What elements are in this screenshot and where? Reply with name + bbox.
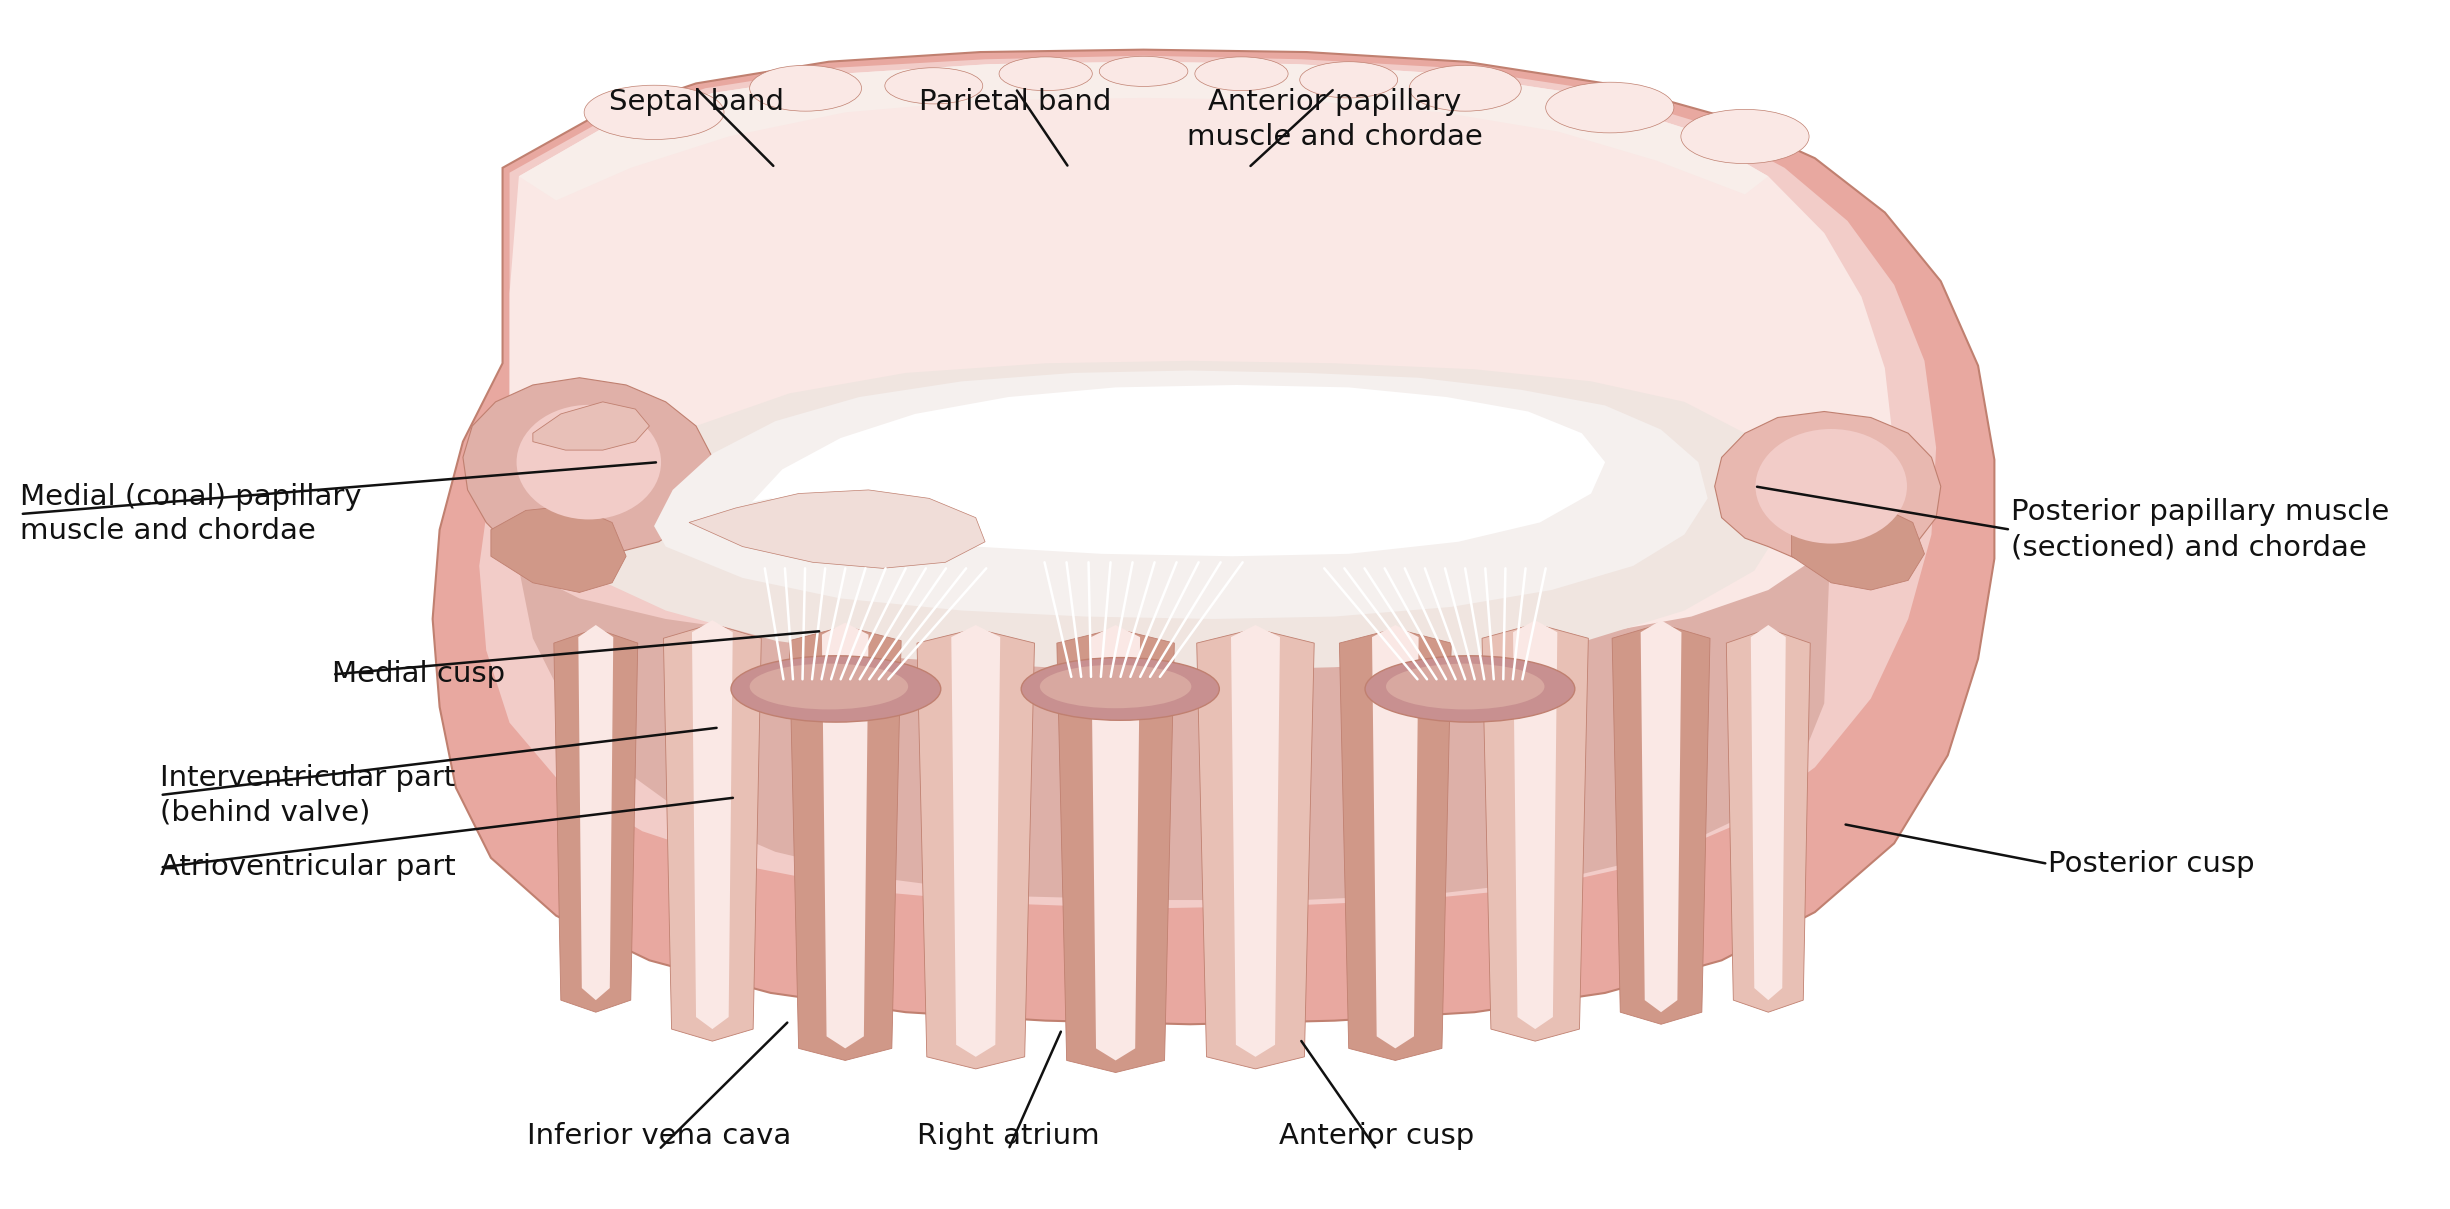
Polygon shape bbox=[1230, 625, 1279, 1057]
Polygon shape bbox=[519, 522, 1830, 899]
Ellipse shape bbox=[1022, 658, 1220, 721]
Text: Medial cusp: Medial cusp bbox=[333, 660, 505, 688]
Polygon shape bbox=[519, 62, 1769, 201]
Polygon shape bbox=[1612, 624, 1710, 1024]
Polygon shape bbox=[581, 360, 1784, 671]
Polygon shape bbox=[1752, 625, 1786, 1000]
Polygon shape bbox=[789, 626, 902, 1060]
Polygon shape bbox=[1642, 620, 1681, 1012]
Ellipse shape bbox=[1301, 62, 1396, 98]
Polygon shape bbox=[490, 505, 627, 592]
Ellipse shape bbox=[884, 68, 982, 104]
Polygon shape bbox=[480, 56, 1936, 908]
Polygon shape bbox=[1090, 625, 1139, 1060]
Polygon shape bbox=[434, 50, 1994, 1024]
Ellipse shape bbox=[1546, 82, 1673, 133]
Polygon shape bbox=[1056, 629, 1174, 1072]
Polygon shape bbox=[1372, 625, 1419, 1048]
Polygon shape bbox=[1727, 629, 1811, 1012]
Ellipse shape bbox=[750, 664, 909, 710]
Ellipse shape bbox=[1196, 57, 1289, 91]
Text: Medial (conal) papillary
muscle and chordae: Medial (conal) papillary muscle and chor… bbox=[20, 482, 363, 545]
Text: Parietal band: Parietal band bbox=[919, 88, 1112, 116]
Polygon shape bbox=[578, 625, 612, 1000]
Text: Atrioventricular part: Atrioventricular part bbox=[159, 854, 456, 881]
Polygon shape bbox=[1482, 624, 1588, 1041]
Polygon shape bbox=[691, 620, 733, 1029]
Polygon shape bbox=[1715, 411, 1940, 562]
Polygon shape bbox=[1514, 620, 1558, 1029]
Ellipse shape bbox=[1681, 109, 1808, 163]
Polygon shape bbox=[752, 384, 1605, 556]
Polygon shape bbox=[554, 629, 637, 1012]
Text: Inferior vena cava: Inferior vena cava bbox=[527, 1122, 791, 1150]
Polygon shape bbox=[916, 629, 1034, 1069]
Ellipse shape bbox=[1409, 65, 1521, 111]
Polygon shape bbox=[1340, 629, 1450, 1060]
Ellipse shape bbox=[1387, 664, 1544, 710]
Ellipse shape bbox=[1039, 665, 1191, 708]
Ellipse shape bbox=[750, 65, 862, 111]
Text: Right atrium: Right atrium bbox=[916, 1122, 1100, 1150]
Ellipse shape bbox=[517, 405, 662, 520]
Ellipse shape bbox=[1757, 429, 1906, 544]
Ellipse shape bbox=[1365, 655, 1575, 722]
Ellipse shape bbox=[1100, 57, 1188, 86]
Polygon shape bbox=[510, 62, 1894, 659]
Ellipse shape bbox=[1000, 57, 1093, 91]
Polygon shape bbox=[951, 625, 1000, 1057]
Text: Septal band: Septal band bbox=[608, 88, 784, 116]
Ellipse shape bbox=[730, 655, 941, 722]
Polygon shape bbox=[688, 490, 985, 568]
Text: Posterior cusp: Posterior cusp bbox=[2048, 850, 2254, 878]
Polygon shape bbox=[532, 401, 649, 450]
Polygon shape bbox=[1791, 505, 1923, 590]
Polygon shape bbox=[664, 624, 762, 1041]
Polygon shape bbox=[821, 623, 867, 1048]
Text: Posterior papillary muscle
(sectioned) and chordae: Posterior papillary muscle (sectioned) a… bbox=[2011, 498, 2389, 561]
Polygon shape bbox=[654, 370, 1708, 619]
Text: Anterior papillary
muscle and chordae: Anterior papillary muscle and chordae bbox=[1186, 88, 1482, 151]
Text: Anterior cusp: Anterior cusp bbox=[1279, 1122, 1475, 1150]
Polygon shape bbox=[463, 377, 713, 556]
Ellipse shape bbox=[583, 85, 725, 139]
Text: Interventricular part
(behind valve): Interventricular part (behind valve) bbox=[159, 764, 456, 827]
Polygon shape bbox=[1196, 629, 1313, 1069]
